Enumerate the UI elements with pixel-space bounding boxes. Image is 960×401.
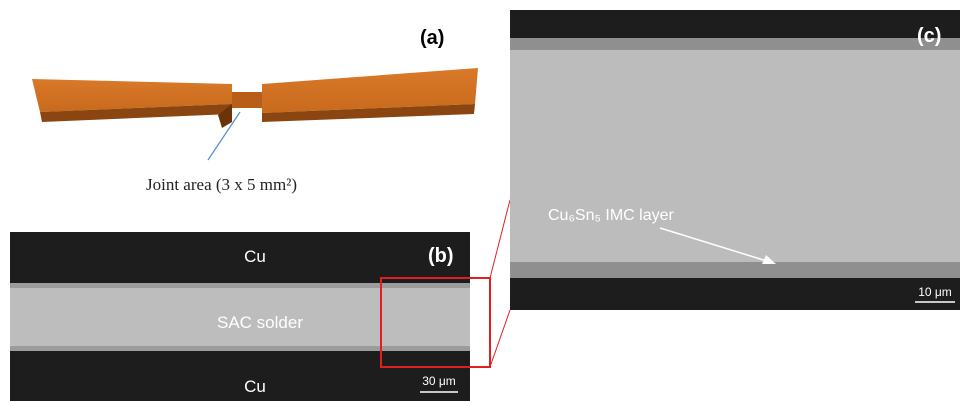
- solder-band: [510, 50, 960, 262]
- panel-b: Cu SAC solder Cu 30 μm (b): [10, 232, 490, 401]
- caption: Joint area (3 x 5 mm²): [146, 175, 297, 194]
- annotation: Cu₆Sn₅ IMC layer: [548, 207, 674, 224]
- joint: [232, 92, 264, 108]
- layer-label: SAC solder: [217, 313, 303, 332]
- scale-label: 10 μm: [918, 285, 952, 299]
- panel-c: Cu₆Sn₅ IMC layer 10 μm (c): [510, 10, 960, 310]
- zoom-line: [490, 310, 510, 367]
- layer-label: Cu: [244, 377, 266, 396]
- panel-a: Joint area (3 x 5 mm²) (a): [32, 27, 478, 194]
- zoom-line: [490, 200, 510, 278]
- panel-label: (a): [420, 27, 444, 49]
- panel-label: (c): [917, 25, 941, 47]
- figure: Joint area (3 x 5 mm²) (a) Cu SAC solder…: [0, 0, 960, 401]
- layer-label: Cu: [244, 247, 266, 266]
- scale-label: 30 μm: [422, 374, 456, 388]
- panel-label: (b): [428, 245, 454, 267]
